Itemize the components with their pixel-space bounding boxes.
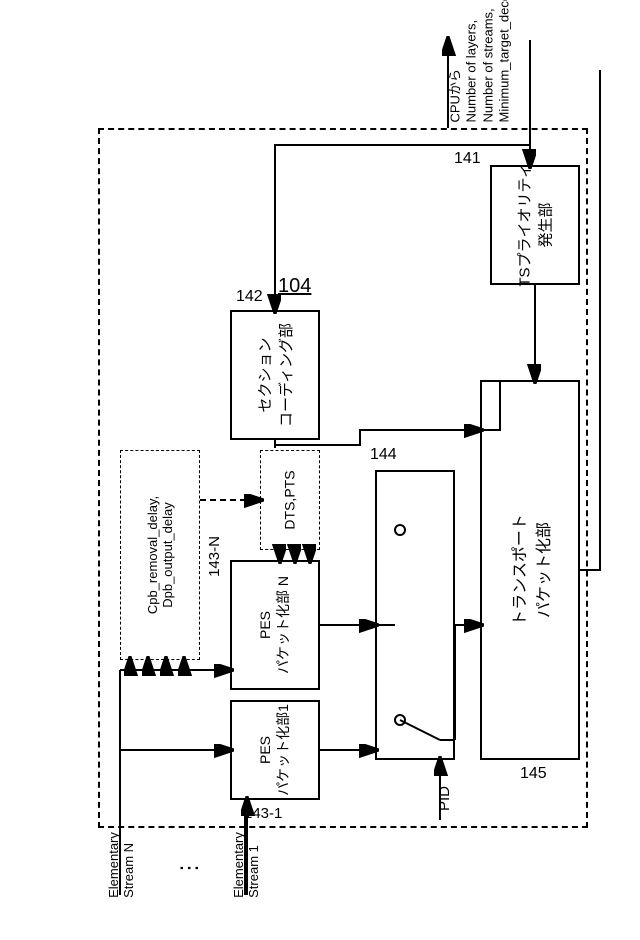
switch-ref: 144 bbox=[370, 446, 397, 464]
dots-label: ⋮ bbox=[176, 857, 202, 879]
switch-block bbox=[375, 470, 455, 760]
dts-label: DTS,PTS bbox=[282, 470, 298, 529]
section-coding-label: セクション コーディング部 bbox=[254, 323, 296, 427]
dts-box: DTS,PTS bbox=[260, 450, 320, 550]
pes-1-label: PES パケット化部1 bbox=[257, 704, 293, 796]
pes-n-ref: 143-N bbox=[206, 536, 223, 577]
section-coding-ref: 142 bbox=[236, 288, 263, 306]
module-number: 104 bbox=[278, 275, 311, 298]
section-coding-block: セクション コーディング部 bbox=[230, 310, 320, 440]
ts-priority-block: TSプライオリティ 発生部 bbox=[490, 165, 580, 285]
pid-label: PID bbox=[436, 786, 453, 811]
cpb-label: Cpb_removal_delay, Dpb_output_delay bbox=[145, 496, 175, 614]
stream-1-label: Elementary Stream 1 bbox=[231, 832, 261, 898]
ts-priority-ref: 141 bbox=[454, 150, 481, 168]
pes-n-label: PES パケット化部 N bbox=[257, 576, 293, 674]
stream-n-label: Elementary Stream N bbox=[106, 832, 136, 898]
transport-block: トランスポート パケット化部 bbox=[480, 380, 580, 760]
cpb-box: Cpb_removal_delay, Dpb_output_delay bbox=[120, 450, 200, 660]
transport-ref: 145 bbox=[520, 765, 547, 783]
ts-priority-label: TSプライオリティ 発生部 bbox=[514, 163, 556, 286]
cpu-label: CPUから Number of layers, Number of stream… bbox=[448, 0, 513, 123]
pes-n-block: PES パケット化部 N bbox=[230, 560, 320, 690]
pes-1-block: PES パケット化部1 bbox=[230, 700, 320, 800]
transport-label: トランスポート パケット化部 bbox=[506, 514, 554, 626]
pes-1-ref: 143-1 bbox=[244, 805, 282, 822]
